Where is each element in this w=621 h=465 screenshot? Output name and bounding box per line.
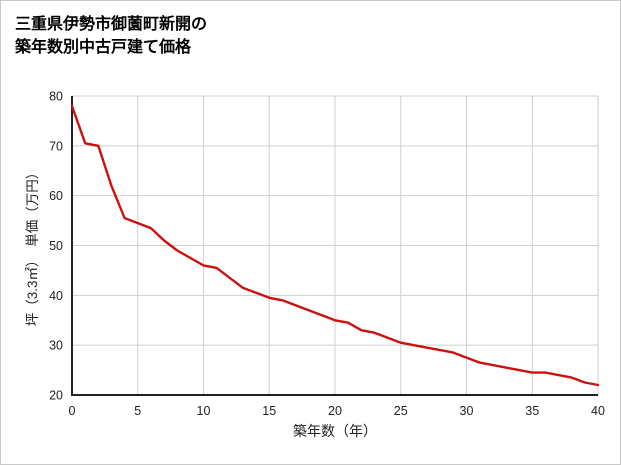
x-tick-label: 30	[460, 404, 474, 418]
x-tick-label: 5	[134, 404, 141, 418]
chart-title-line1: 三重県伊勢市御薗町新開の	[15, 16, 208, 33]
x-tick-label: 25	[394, 404, 408, 418]
y-tick-label: 60	[49, 189, 63, 203]
y-axis-label: 坪（3.3㎡） 単価（万円）	[25, 165, 40, 327]
y-tick-label: 30	[49, 339, 63, 353]
chart-title: 三重県伊勢市御薗町新開の 築年数別中古戸建て価格	[15, 13, 207, 59]
y-tick-label: 50	[49, 239, 63, 253]
y-tick-label: 70	[49, 139, 63, 153]
x-tick-label: 10	[197, 404, 211, 418]
y-tick-label: 40	[49, 289, 63, 303]
y-tick-label: 80	[49, 90, 63, 104]
y-tick-label: 20	[49, 389, 63, 403]
x-tick-label: 15	[262, 404, 276, 418]
x-axis-label: 築年数（年）	[293, 423, 377, 439]
chart-title-line2: 築年数別中古戸建て価格	[15, 39, 192, 57]
x-tick-label: 40	[591, 404, 605, 418]
x-tick-label: 20	[328, 404, 342, 418]
x-tick-label: 35	[525, 404, 539, 418]
x-tick-label: 0	[69, 404, 76, 418]
price-line	[70, 104, 600, 387]
